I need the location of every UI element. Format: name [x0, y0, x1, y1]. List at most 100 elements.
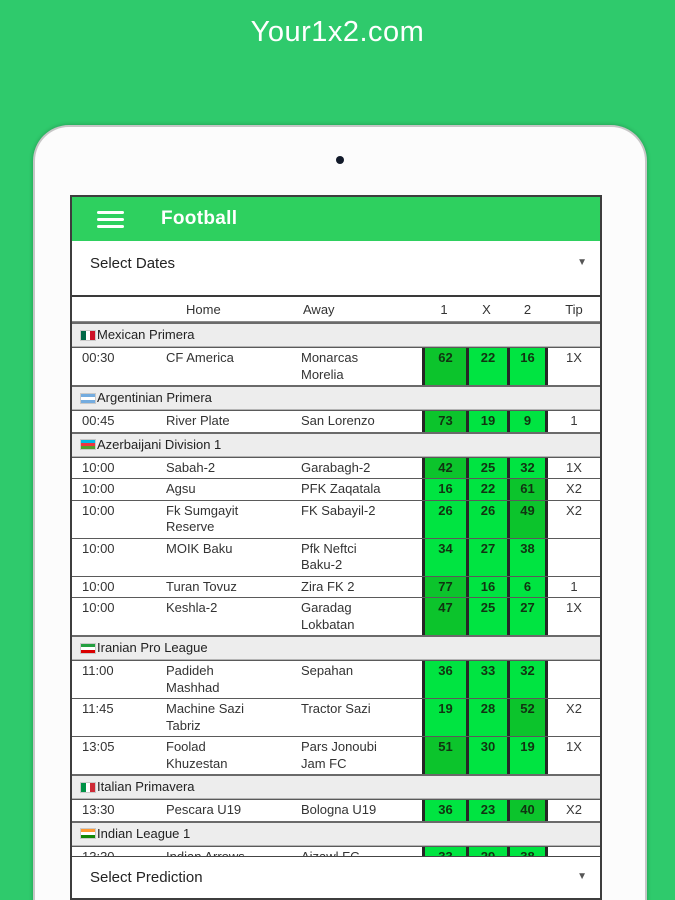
match-time: 10:00 [82, 578, 115, 594]
header-2: 2 [523, 302, 532, 317]
mexico-flag-icon [80, 329, 96, 341]
league-header: Argentinian Primera [72, 385, 600, 410]
match-row[interactable]: 13:05 Foolad Khuzestan Pars Jonoubi Jam FC… [72, 736, 600, 774]
chevron-down-icon: ▼ [577, 257, 587, 268]
header-away: Away [303, 302, 335, 317]
prob-2-cell: 32 [507, 661, 548, 698]
prob-x-cell: 22 [466, 348, 507, 385]
prob-2-cell: 16 [507, 348, 548, 385]
match-time: 00:30 [82, 350, 115, 365]
match-time: 10:00 [82, 481, 115, 496]
prob-1-cell: 16 [422, 479, 466, 500]
home-team: Machine Sazi Tabriz [166, 701, 245, 733]
prob-x-cell: 19 [466, 411, 507, 432]
match-time: 10:00 [82, 459, 115, 475]
app-bar-title: Football [161, 208, 238, 229]
match-row[interactable]: 10:00 Agsu PFK Zaqatala 16 22 61 X2 [72, 478, 600, 500]
prob-2-cell: 27 [507, 598, 548, 635]
match-time: 10:00 [82, 540, 115, 556]
home-team: MOIK Baku [166, 540, 233, 556]
league-name: Indian League 1 [97, 825, 191, 841]
home-team: Sabah-2 [166, 459, 216, 475]
match-row[interactable]: 10:00 Sabah-2 Garabagh-2 42 25 32 1X [72, 456, 600, 478]
match-row[interactable]: 10:00 MOIK Baku Pfk Neftci Baku-2 34 27 38 [72, 537, 600, 576]
select-prediction-dropdown[interactable]: Select Prediction ▼ [72, 856, 600, 898]
prob-2-cell: 38 [507, 538, 548, 576]
match-time: 00:45 [82, 413, 115, 428]
away-team: PFK Zaqatala [301, 481, 381, 496]
prob-2-cell: 52 [507, 699, 548, 736]
match-time: 13:05 [82, 739, 115, 754]
tip-cell: X2 [566, 802, 582, 817]
home-team: Keshla-2 [166, 600, 218, 615]
prob-1-cell: 77 [422, 576, 466, 597]
prob-x-cell: 16 [466, 576, 507, 597]
prob-1-cell: 73 [422, 411, 466, 432]
away-team: Tractor Sazi [301, 701, 371, 716]
match-row[interactable]: 13:30 Pescara U19 Bologna U19 36 23 40 X2 [72, 799, 600, 821]
match-row[interactable]: 11:45 Machine Sazi Tabriz Tractor Sazi 19 28… [72, 698, 600, 736]
match-row[interactable]: 10:00 Turan Tovuz Zira FK 2 77 16 6 1 [72, 575, 600, 597]
home-team: Fk Sumgayit Reserve [166, 502, 239, 535]
tip-cell: X2 [566, 701, 582, 716]
match-row[interactable]: 00:30 CF America Monarcas Morelia 62 22 16 1X [72, 347, 600, 385]
home-team: River Plate [166, 413, 230, 428]
tip-cell: 1X [566, 739, 582, 754]
hamburger-menu-icon[interactable] [97, 207, 124, 232]
away-team: Pars Jonoubi Jam FC [301, 739, 377, 771]
tablet-frame: Football Select Dates ▼ Home Away 1 X 2 … [35, 127, 645, 900]
league-name: Mexican Primera [97, 327, 195, 342]
tip-cell [548, 539, 600, 576]
header-time [72, 302, 166, 317]
tip-cell: 1 [570, 578, 578, 594]
prob-2-cell: 49 [507, 500, 548, 538]
prob-x-cell: 28 [466, 699, 507, 736]
away-team: Garabagh-2 [301, 459, 371, 475]
prob-2-cell: 6 [507, 576, 548, 597]
match-row[interactable]: 10:00 Fk Sumgayit Reserve FK Sabayil-2 26 26… [72, 499, 600, 538]
header-tip: Tip [565, 302, 583, 317]
league-name: Italian Primavera [97, 779, 195, 794]
prob-2-cell: 40 [507, 800, 548, 821]
prob-x-cell: 30 [466, 737, 507, 774]
away-team: Zira FK 2 [301, 578, 355, 594]
select-dates-dropdown[interactable]: Select Dates ▼ [72, 241, 600, 297]
prob-2-cell: 9 [507, 411, 548, 432]
azerbaijan-flag-icon [80, 439, 96, 450]
tip-cell: 1X [566, 459, 582, 475]
league-name: Iranian Pro League [97, 640, 208, 655]
select-dates-label: Select Dates [90, 255, 176, 272]
match-time: 10:00 [82, 600, 115, 615]
match-row[interactable]: 00:45 River Plate San Lorenzo 73 19 9 1 [72, 410, 600, 432]
tip-cell: X2 [566, 502, 582, 518]
prob-x-cell: 23 [466, 800, 507, 821]
home-team: Turan Tovuz [166, 578, 237, 594]
home-team: Foolad Khuzestan [166, 739, 228, 771]
home-team: CF America [166, 350, 234, 365]
league-header: Iranian Pro League [72, 635, 600, 660]
prob-1-cell: 26 [422, 500, 466, 538]
prob-x-cell: 26 [466, 500, 507, 538]
league-header: Italian Primavera [72, 774, 600, 799]
header-x: X [482, 302, 491, 317]
argentina-flag-icon [80, 392, 96, 404]
prob-1-cell: 51 [422, 737, 466, 774]
prob-1-cell: 42 [422, 457, 466, 478]
match-time: 11:00 [82, 663, 114, 678]
prob-1-cell: 36 [422, 800, 466, 821]
away-team: San Lorenzo [301, 413, 375, 428]
match-row[interactable]: 11:00 Padideh Mashhad Sepahan 36 33 32 [72, 660, 600, 698]
match-row[interactable]: 10:00 Keshla-2 Garadag Lokbatan 47 25 27 1X [72, 597, 600, 635]
home-team: Padideh Mashhad [166, 663, 220, 695]
header-1: 1 [440, 302, 448, 317]
league-header: Indian League 1 [72, 820, 600, 846]
tip-cell: 1X [566, 600, 582, 615]
table-header: Home Away 1 X 2 Tip [72, 297, 600, 322]
select-prediction-label: Select Prediction [90, 869, 203, 886]
page-title: Your1x2.com [250, 16, 425, 48]
match-time: 13:30 [82, 802, 115, 817]
india-flag-icon [80, 828, 96, 839]
prob-x-cell: 25 [466, 457, 507, 478]
prob-1-cell: 19 [422, 699, 466, 736]
